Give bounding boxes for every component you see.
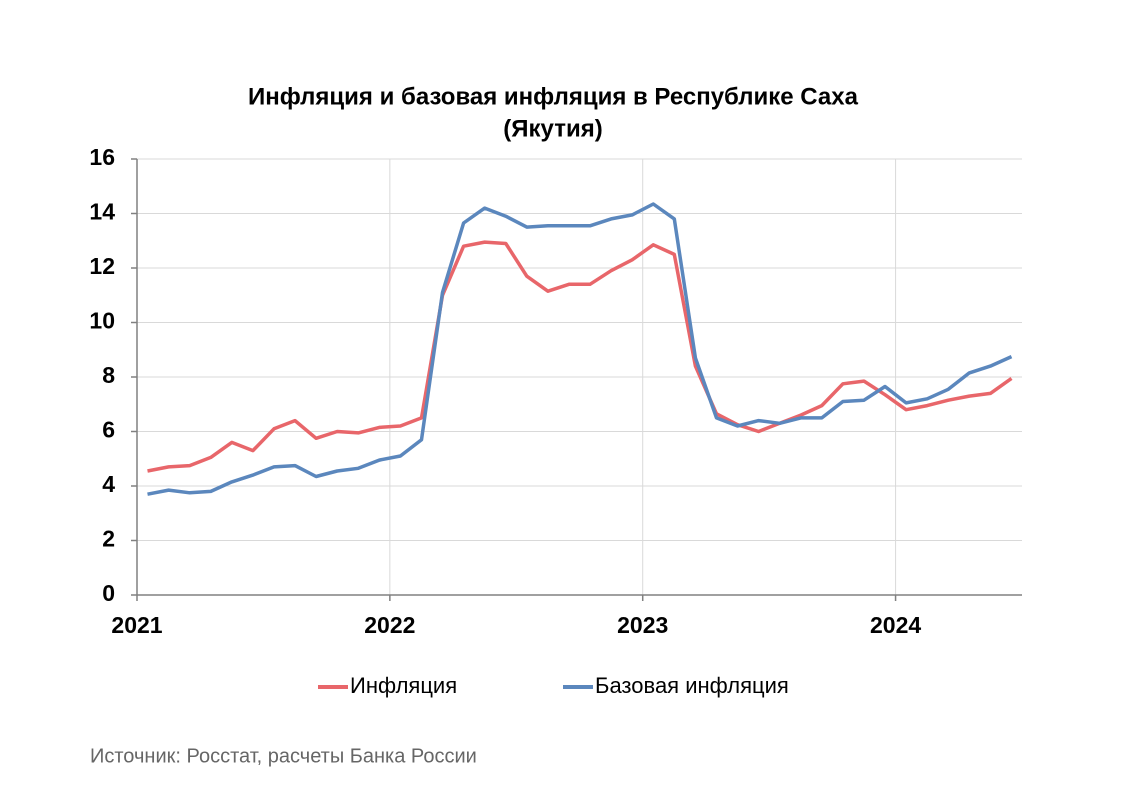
- chart-title: (Якутия): [503, 115, 602, 142]
- y-tick-label: 10: [89, 308, 115, 334]
- y-tick-label: 8: [102, 362, 115, 388]
- x-tick-label: 2024: [870, 612, 921, 638]
- x-tick-label: 2021: [111, 612, 162, 638]
- line-series: [147, 202, 1013, 496]
- legend-label: Инфляция: [350, 673, 457, 698]
- y-tick-label: 16: [89, 144, 115, 170]
- y-tick-label: 2: [102, 526, 115, 552]
- y-tick-label: 14: [89, 199, 115, 225]
- line-series: [147, 240, 1013, 473]
- chart-title: Инфляция и базовая инфляция в Республике…: [248, 83, 859, 110]
- y-tick-label: 4: [102, 471, 115, 497]
- y-tick-label: 6: [102, 417, 115, 443]
- x-tick-label: 2022: [364, 612, 415, 638]
- source-note: Источник: Росстат, расчеты Банка России: [90, 745, 477, 767]
- x-tick-label: 2023: [617, 612, 668, 638]
- legend-label: Базовая инфляция: [595, 673, 789, 698]
- y-tick-label: 0: [102, 580, 115, 606]
- y-tick-label: 12: [89, 253, 115, 279]
